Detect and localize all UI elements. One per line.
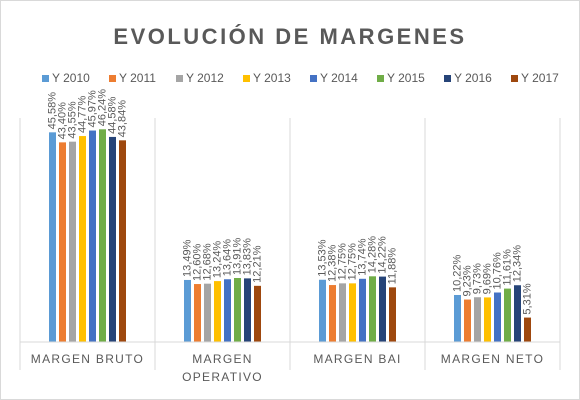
legend-swatch [243, 75, 250, 82]
legend-label: Y 2017 [521, 71, 559, 85]
category-label: MARGEN NETO [441, 352, 544, 366]
bar [454, 294, 461, 342]
chart-title: EVOLUCIÓN DE MARGENES [113, 24, 466, 49]
data-label: 14,22% [377, 236, 389, 274]
data-label: 43,40% [57, 102, 69, 140]
data-label: 13,49% [182, 239, 194, 277]
legend-label: Y 2010 [52, 71, 90, 85]
bar [89, 130, 96, 342]
bar [254, 285, 261, 342]
data-label: 10,22% [452, 254, 464, 292]
legend-label: Y 2015 [387, 71, 425, 85]
legend-label: Y 2011 [119, 71, 156, 85]
data-label: 10,76% [492, 252, 504, 290]
bar [99, 129, 106, 342]
category-label: OPERATIVO [182, 370, 263, 384]
data-label: 11,88% [387, 248, 399, 285]
bar [49, 132, 56, 342]
data-label: 9,73% [472, 263, 484, 294]
bar [504, 288, 511, 342]
data-label: 11,61% [502, 249, 514, 286]
bar [319, 279, 326, 342]
data-label: 13,53% [317, 239, 329, 277]
data-label: 44,58% [107, 96, 119, 134]
category-label: MARGEN BAI [313, 352, 401, 366]
data-label: 45,97% [87, 90, 99, 128]
bar [389, 287, 396, 342]
data-label: 44,77% [77, 96, 89, 134]
legend-swatch [444, 75, 451, 82]
bar [349, 283, 356, 342]
data-label: 13,24% [212, 241, 224, 279]
data-label: 14,28% [367, 236, 379, 274]
bar [524, 317, 531, 342]
data-label: 12,75% [347, 243, 359, 281]
bar [464, 299, 471, 342]
legend-label: Y 2013 [253, 71, 291, 85]
bar [474, 297, 481, 342]
legend-swatch [42, 75, 49, 82]
bar [194, 284, 201, 342]
bar [59, 142, 66, 342]
bar [244, 278, 251, 342]
bar [369, 276, 376, 342]
data-label: 9,69% [482, 263, 494, 294]
legend-swatch [377, 75, 384, 82]
data-label: 13,83% [242, 238, 254, 276]
bar [184, 279, 191, 342]
bar [224, 279, 231, 342]
legend-label: Y 2016 [454, 71, 492, 85]
data-label: 12,21% [252, 245, 264, 283]
bar [359, 278, 366, 342]
category-label: MARGEN [192, 352, 252, 366]
bar [339, 283, 346, 342]
bar [494, 292, 501, 342]
legend-swatch [109, 75, 116, 82]
category-dividers [19, 118, 561, 370]
bar [119, 140, 126, 342]
legend-label: Y 2012 [186, 71, 224, 85]
data-label: 43,55% [67, 101, 79, 139]
bar [204, 283, 211, 342]
data-label: 45,58% [47, 92, 59, 130]
data-label: 12,38% [327, 245, 339, 283]
data-label: 12,75% [337, 243, 349, 281]
legend-label: Y 2014 [320, 71, 358, 85]
bar [514, 285, 521, 342]
data-label: 12,60% [192, 244, 204, 282]
data-labels: 45,58%43,40%43,55%44,77%45,97%46,24%44,5… [47, 89, 534, 315]
bar [329, 285, 336, 342]
bar [214, 281, 221, 342]
bar [69, 141, 76, 342]
bars [49, 129, 531, 342]
data-label: 13,91% [232, 237, 244, 275]
bar [234, 278, 241, 342]
data-label: 13,74% [357, 238, 369, 276]
legend-swatch [176, 75, 183, 82]
legend-swatch [310, 75, 317, 82]
data-label: 12,68% [202, 243, 214, 281]
legend: Y 2010 Y 2011 Y 2012 Y 2013 Y 2014 Y 2015 Y 20… [42, 71, 559, 85]
legend-swatch [511, 75, 518, 82]
category-label: MARGEN BRUTO [31, 352, 144, 366]
data-label: 43,84% [117, 100, 129, 138]
bar [109, 136, 116, 342]
bar [79, 136, 86, 342]
data-label: 13,64% [222, 239, 234, 277]
data-label: 46,24% [97, 89, 109, 127]
bar [484, 297, 491, 342]
x-axis: MARGEN BRUTO MARGEN OPERATIVO MARGEN BAI MAR… [20, 341, 560, 384]
data-label: 9,23% [462, 265, 474, 296]
bar [379, 276, 386, 342]
data-label: 5,31% [522, 283, 534, 314]
data-label: 12,34% [512, 245, 524, 283]
